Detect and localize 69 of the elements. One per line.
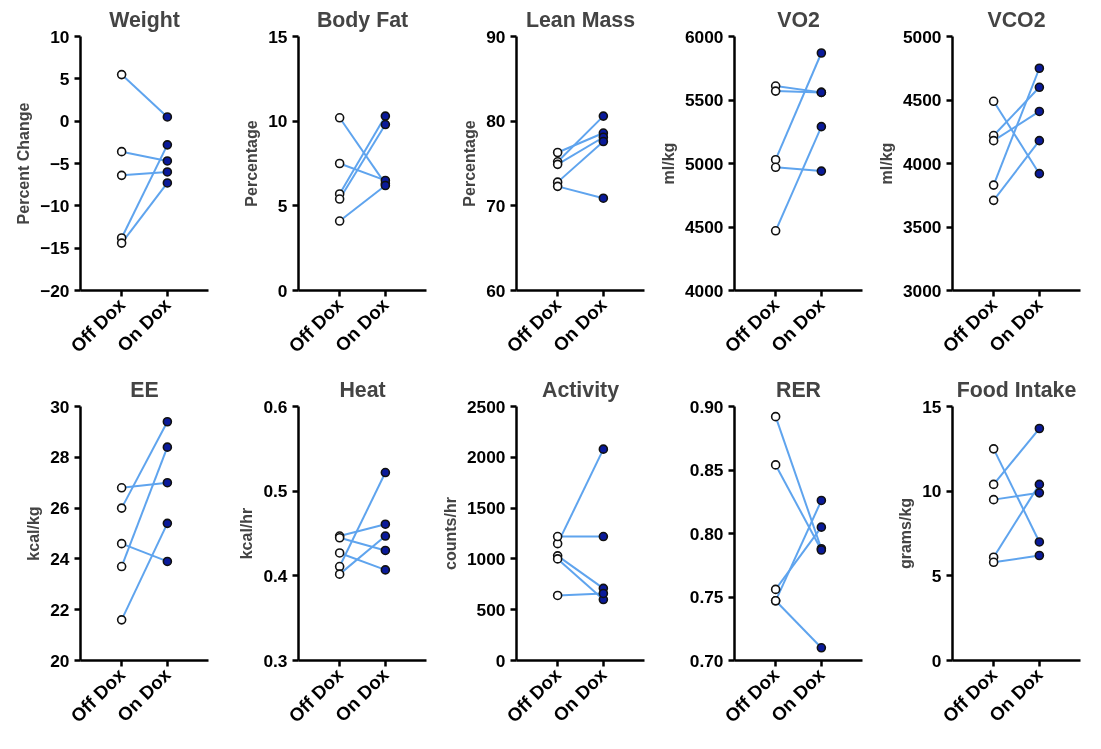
y-axis-title: grams/kg: [897, 497, 915, 570]
y-tick-label: −20: [40, 280, 70, 301]
y-axis-title: kcal/kg: [25, 506, 43, 561]
chart-title: Heat: [339, 377, 386, 402]
y-tick-label: 500: [476, 599, 506, 620]
y-tick-label: 28: [50, 447, 70, 468]
y-tick-label: 0.75: [689, 587, 724, 607]
y-tick-label: 1500: [466, 498, 506, 519]
chart-title: Food Intake: [956, 377, 1077, 402]
y-tick-label: −10: [40, 195, 70, 216]
y-tick-label: 0: [59, 111, 70, 132]
y-tick-label: 80: [486, 111, 506, 132]
y-tick-label: 4000: [684, 280, 724, 301]
y-tick-label: 0.90: [689, 396, 724, 417]
y-tick-label: 5000: [902, 26, 942, 47]
y-tick-label: 15: [922, 396, 942, 417]
chart-title: RER: [775, 377, 822, 402]
y-tick-label: 3000: [902, 280, 942, 301]
chart-title: VCO2: [987, 7, 1046, 32]
chart-title: EE: [130, 377, 159, 402]
y-tick-label: 5: [277, 195, 288, 216]
y-tick-label: 15: [268, 26, 288, 47]
y-tick-label: 24: [50, 548, 70, 569]
y-tick-label: 10: [922, 481, 942, 502]
y-tick-label: 4500: [902, 90, 942, 110]
y-tick-label: 0.80: [689, 523, 724, 544]
y-tick-label: −5: [49, 153, 70, 174]
y-tick-label: 1000: [466, 548, 506, 569]
y-tick-label: 5: [59, 68, 70, 89]
y-tick-label: 22: [50, 599, 70, 620]
y-axis-title: ml/kg: [659, 142, 677, 185]
y-tick-label: 3500: [902, 217, 942, 237]
chart-title: Body Fat: [316, 7, 409, 32]
y-tick-label: 0: [931, 650, 942, 671]
y-tick-label: 5: [931, 565, 942, 586]
y-tick-label: 0.3: [263, 650, 288, 671]
y-tick-label: 4000: [902, 153, 942, 174]
y-tick-label: 0: [495, 650, 506, 671]
y-tick-label: 10: [50, 26, 70, 47]
y-tick-label: 0.70: [689, 650, 724, 671]
y-axis-title: Percent Change: [15, 102, 33, 225]
y-tick-label: 20: [50, 650, 70, 671]
y-axis-title: Percentage: [461, 120, 479, 207]
y-tick-label: 2500: [466, 396, 506, 417]
chart-title: Activity: [541, 377, 620, 402]
y-tick-label: 0.85: [689, 460, 724, 480]
y-tick-label: −15: [40, 238, 70, 259]
y-tick-label: 2000: [466, 447, 506, 468]
y-tick-label: 4500: [684, 217, 724, 237]
y-tick-label: 90: [486, 26, 506, 47]
chart-title: Weight: [109, 7, 180, 32]
y-axis-title: counts/hr: [441, 497, 459, 570]
y-axis-title: ml/kg: [877, 142, 895, 185]
y-tick-label: 0.5: [263, 481, 288, 502]
y-axis-title: Percentage: [243, 120, 261, 207]
y-tick-label: 0: [277, 280, 288, 301]
y-tick-label: 5500: [684, 90, 724, 110]
y-tick-label: 0.6: [263, 396, 288, 417]
y-tick-label: 26: [50, 498, 70, 519]
chart-title: VO2: [777, 7, 820, 32]
y-tick-label: 10: [268, 111, 288, 132]
y-tick-label: 70: [486, 195, 506, 216]
y-tick-label: 5000: [684, 153, 724, 174]
y-axis-title: kcal/hr: [238, 507, 256, 560]
y-tick-label: 0.4: [263, 565, 288, 586]
y-tick-label: 30: [50, 396, 70, 417]
y-tick-label: 6000: [684, 26, 724, 47]
y-tick-label: 60: [486, 280, 506, 301]
chart-title: Lean Mass: [525, 7, 636, 32]
